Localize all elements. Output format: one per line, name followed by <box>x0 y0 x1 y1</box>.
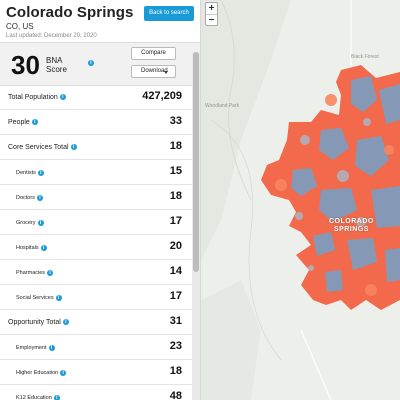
metric-label-text: Hospitals <box>16 245 39 251</box>
zoom-in-button[interactable]: + <box>208 3 215 14</box>
info-icon[interactable]: i <box>88 60 94 66</box>
bna-score-value: 30 <box>11 50 40 80</box>
score-panel: 30 BNA Score i Compare Download <box>0 42 200 86</box>
metric-row: Core Services Total i 18 <box>0 135 192 160</box>
info-icon[interactable]: i <box>70 144 77 151</box>
info-icon[interactable]: i <box>47 269 54 276</box>
metric-value: 18 <box>169 190 182 202</box>
metric-row: Social Services i 17 <box>0 285 192 310</box>
metric-row: Opportunity Total i 31 <box>0 310 192 335</box>
metric-label-text: Grocery <box>16 220 36 226</box>
info-icon[interactable]: i <box>36 194 43 201</box>
metric-row: Grocery i 17 <box>0 210 192 235</box>
city-header: Colorado Springs CO, US Last updated: De… <box>0 0 200 42</box>
metric-value: 427,209 <box>142 90 182 102</box>
metric-label: Total Population i <box>8 93 66 102</box>
last-updated: Last updated: December 20, 2020 <box>6 33 97 39</box>
metric-value: 15 <box>169 165 182 177</box>
metric-label: Core Services Total i <box>8 143 77 152</box>
metric-label: Dentists i <box>16 169 44 178</box>
map-city-label-line1: COLORADO <box>329 218 374 225</box>
metric-row: Employment i 23 <box>0 335 192 360</box>
metric-label: Higher Education i <box>16 369 67 378</box>
metric-row: K12 Education i 48 <box>0 385 192 400</box>
city-title: Colorado Springs <box>6 4 134 21</box>
metric-value: 48 <box>169 390 182 400</box>
map-place-label: Woodland Park <box>205 103 240 109</box>
map-place-label: Black Forest <box>351 54 379 60</box>
metric-label: Social Services i <box>16 294 62 303</box>
metric-value: 18 <box>169 365 182 377</box>
metric-label: Employment i <box>16 344 55 353</box>
bna-score-label: BNA Score <box>46 56 67 74</box>
metric-value: 17 <box>169 215 182 227</box>
info-icon[interactable]: i <box>40 244 47 251</box>
info-icon[interactable]: i <box>59 94 66 101</box>
metric-label-text: Social Services <box>16 295 54 301</box>
map-city-label-line2: SPRINGS <box>333 226 369 233</box>
metric-row: Hospitals i 20 <box>0 235 192 260</box>
caret-down-icon <box>164 71 168 74</box>
metric-value: 33 <box>169 115 182 127</box>
metric-row: Total Population i 427,209 <box>0 85 192 110</box>
metric-label-text: Higher Education <box>16 370 59 376</box>
metric-label-text: K12 Education <box>16 395 52 400</box>
metric-value: 17 <box>169 290 182 302</box>
info-icon[interactable]: i <box>55 294 62 301</box>
metric-label: Hospitals i <box>16 244 47 253</box>
scrollbar-thumb[interactable] <box>193 52 199 272</box>
metric-value: 18 <box>169 140 182 152</box>
metric-label: Pharmacies i <box>16 269 54 278</box>
compare-button[interactable]: Compare <box>131 47 176 60</box>
metric-label: Opportunity Total i <box>8 318 69 327</box>
city-state-country: CO, US <box>6 22 34 31</box>
map[interactable]: + − Woodland Park Black Forest COLORADO … <box>201 0 400 400</box>
metric-label-text: Dentists <box>16 170 36 176</box>
score-label-line1: BNA <box>46 56 63 65</box>
metric-label-text: Pharmacies <box>16 270 46 276</box>
metric-value: 31 <box>169 315 182 327</box>
metric-row: People i 33 <box>0 110 192 135</box>
zoom-out-button[interactable]: − <box>206 14 217 26</box>
map-city-label: COLORADO SPRINGS <box>329 218 374 234</box>
metric-value: 14 <box>169 265 182 277</box>
info-icon[interactable]: i <box>37 219 44 226</box>
download-button[interactable]: Download <box>131 65 176 78</box>
metric-row: Higher Education i 18 <box>0 360 192 385</box>
info-icon[interactable]: i <box>37 169 44 176</box>
metric-label: K12 Education i <box>16 394 60 400</box>
back-to-search-button[interactable]: Back to search <box>144 6 194 21</box>
metric-label: Grocery i <box>16 219 44 228</box>
metric-label-text: People <box>8 119 30 126</box>
score-label-line2: Score <box>46 65 67 74</box>
sidebar: Colorado Springs CO, US Last updated: De… <box>0 0 201 400</box>
metric-label-text: Doctors <box>16 195 35 201</box>
download-label: Download <box>141 68 168 74</box>
metric-row: Doctors i 18 <box>0 185 192 210</box>
metric-label: People i <box>8 118 38 127</box>
metric-row: Pharmacies i 14 <box>0 260 192 285</box>
metrics-list: Total Population i 427,209 People i 33 Core Se… <box>0 85 192 400</box>
map-canvas <box>201 0 400 400</box>
metric-label-text: Core Services Total <box>8 144 69 151</box>
info-icon[interactable]: i <box>62 319 69 326</box>
info-icon[interactable]: i <box>53 394 60 400</box>
metric-label-text: Total Population <box>8 94 58 101</box>
zoom-control: + − <box>205 2 218 26</box>
metric-label-text: Employment <box>16 345 47 351</box>
info-icon[interactable]: i <box>60 369 67 376</box>
metric-row: Dentists i 15 <box>0 160 192 185</box>
info-icon[interactable]: i <box>48 344 55 351</box>
metric-value: 23 <box>169 340 182 352</box>
metric-value: 20 <box>169 240 182 252</box>
info-icon[interactable]: i <box>31 119 38 126</box>
metric-label: Doctors i <box>16 194 43 203</box>
scrollbar[interactable] <box>192 52 200 400</box>
metric-label-text: Opportunity Total <box>8 319 61 326</box>
